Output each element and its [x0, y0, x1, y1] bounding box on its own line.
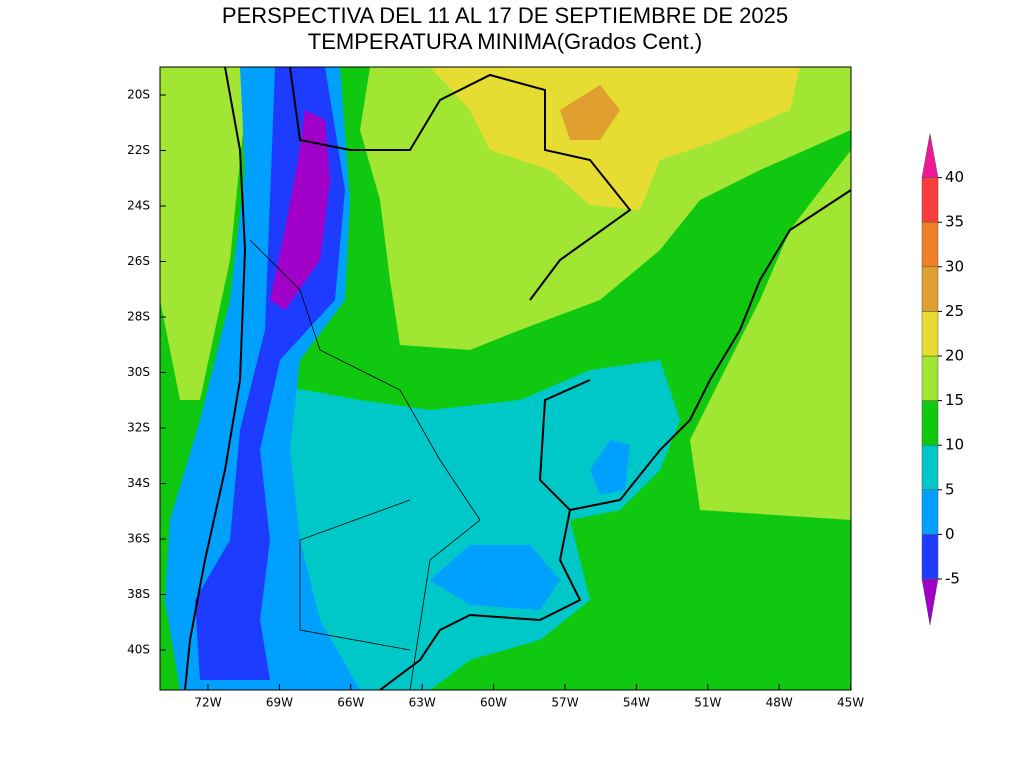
lat-tick-label: 40S: [127, 643, 150, 657]
colorbar-segment: [921, 266, 939, 312]
colorbar-label: 35: [945, 213, 964, 231]
lon-tick-label: 63W: [409, 696, 436, 710]
lon-tick-label: 45W: [837, 696, 864, 710]
colorbar-label: 30: [945, 257, 964, 275]
colorbar: -5 0 5 10 15 20 25 30 35 40: [921, 133, 964, 626]
colorbar-label: 15: [945, 391, 964, 409]
lat-tick-label: 38S: [127, 587, 150, 601]
colorbar-label: -5: [945, 570, 960, 588]
subtitle: TEMPERATURA MINIMA(Grados Cent.): [308, 29, 702, 54]
lon-tick-label: 66W: [337, 696, 364, 710]
lon-tick-label: 48W: [766, 696, 793, 710]
colorbar-segment: [921, 311, 939, 357]
colorbar-segment: [921, 489, 939, 535]
colorbar-label: 10: [945, 436, 964, 454]
map-frame: [159, 66, 852, 691]
colorbar-label: 5: [945, 480, 955, 498]
colorbar-label: 0: [945, 525, 955, 543]
colorbar-label: 40: [945, 168, 964, 186]
colorbar-segment: [921, 177, 939, 223]
colorbar-label: 25: [945, 302, 964, 320]
lat-tick-label: 32S: [127, 421, 150, 435]
lat-axis: 20S 22S 24S 26S 28S 30S 32S 34S 36S 38S 40S: [127, 88, 166, 657]
lon-tick-label: 54W: [623, 696, 650, 710]
lon-tick-label: 57W: [551, 696, 578, 710]
lat-tick-label: 20S: [127, 88, 150, 102]
colorbar-segment: [921, 578, 939, 626]
colorbar-segment: [921, 221, 939, 268]
lat-tick-label: 26S: [127, 254, 150, 268]
colorbar-segment: [921, 400, 939, 446]
title: PERSPECTIVA DEL 11 AL 17 DE SEPTIEMBRE D…: [222, 3, 788, 28]
colorbar-segment: [921, 133, 939, 178]
lat-tick-label: 36S: [127, 532, 150, 546]
lat-tick-label: 30S: [127, 365, 150, 379]
colorbar-segment: [921, 355, 939, 401]
lon-tick-label: 51W: [694, 696, 721, 710]
lon-tick-label: 72W: [194, 696, 221, 710]
lon-tick-label: 60W: [480, 696, 507, 710]
lon-tick-label: 69W: [266, 696, 293, 710]
colorbar-segment: [921, 444, 939, 491]
lon-axis: 72W 69W 66W 63W 60W 57W 54W 51W 48W 45W: [194, 684, 864, 710]
colorbar-label: 20: [945, 347, 964, 365]
lat-tick-label: 34S: [127, 476, 150, 490]
lat-tick-label: 22S: [127, 143, 150, 157]
colorbar-segment: [921, 534, 939, 580]
lat-tick-label: 24S: [127, 199, 150, 213]
temperature-field: [160, 67, 851, 690]
lat-tick-label: 28S: [127, 310, 150, 324]
